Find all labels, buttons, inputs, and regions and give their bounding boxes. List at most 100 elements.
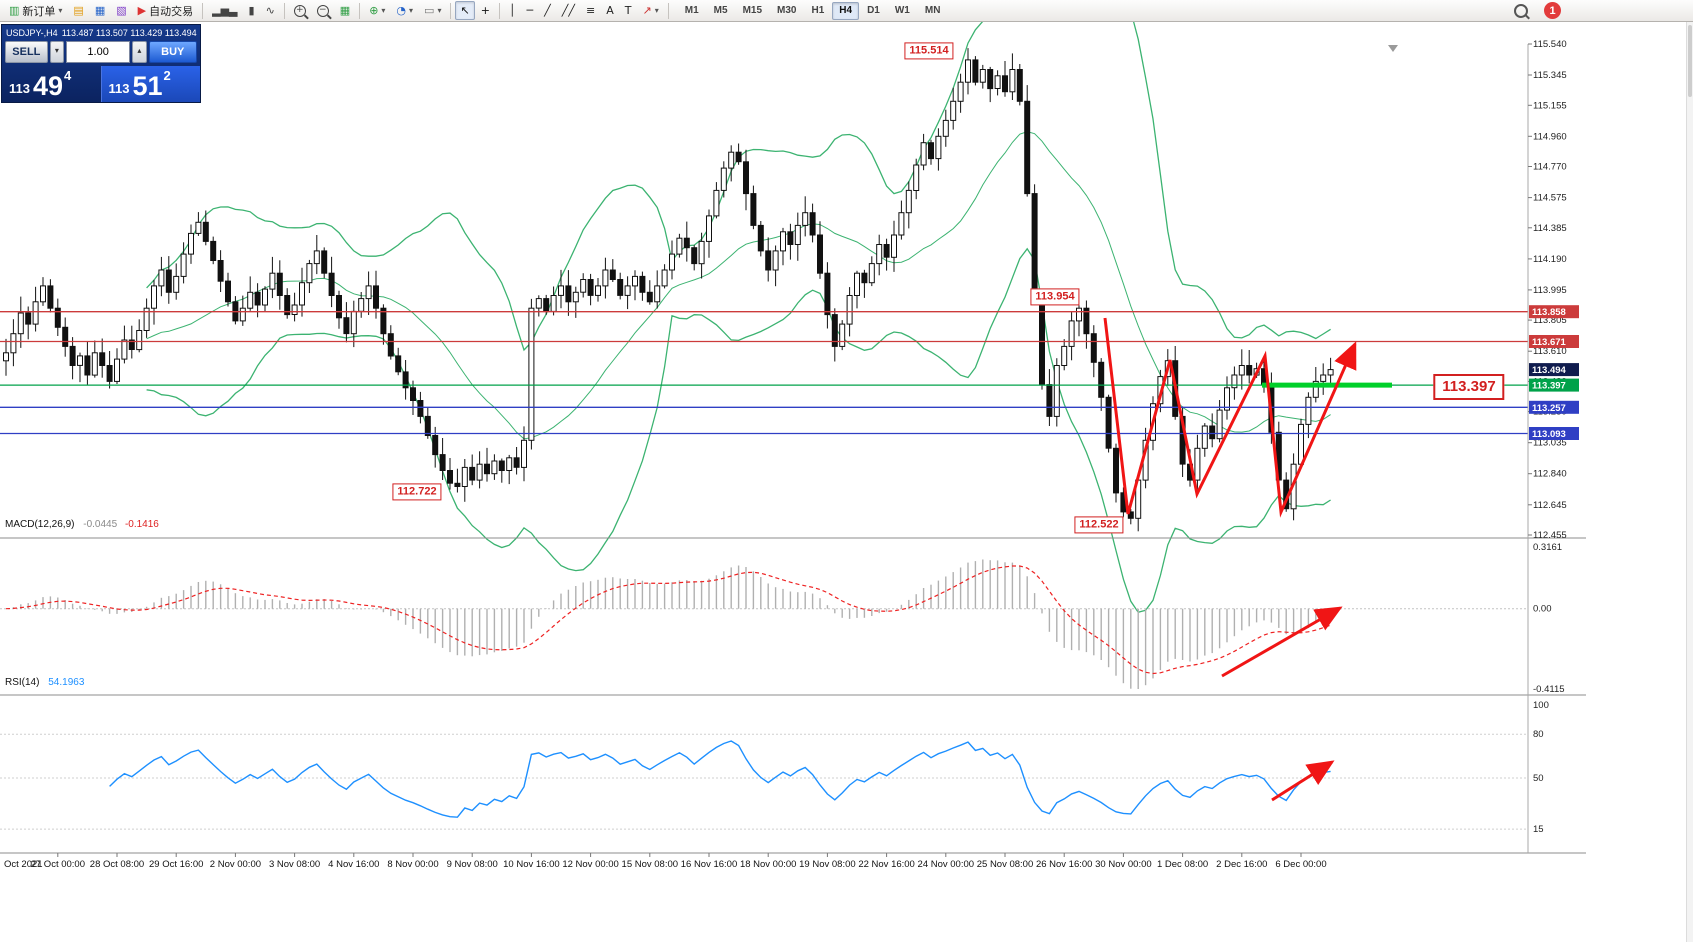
- timeframe-M1-button[interactable]: M1: [678, 2, 706, 20]
- arrow-tools-icon: ↗: [642, 4, 652, 17]
- vertical-scrollbar[interactable]: [1686, 22, 1693, 942]
- svg-text:113.671: 113.671: [1532, 337, 1567, 348]
- scrollbar-thumb[interactable]: [1688, 25, 1692, 97]
- svg-text:113.610: 113.610: [1533, 346, 1567, 357]
- autotrading-button[interactable]: ▶ 自动交易: [133, 1, 198, 20]
- main-toolbar: ▥新订单▾▤▦▧▶自动交易▂▅▃▮∿▦⊕▾◔▾▭▾↖+│─╱╱╱≡AT↗▾ M1…: [0, 0, 1693, 22]
- svg-text:115.345: 115.345: [1533, 70, 1567, 81]
- axis-price-box: [1529, 400, 1579, 414]
- svg-text:8 Nov 00:00: 8 Nov 00:00: [387, 859, 438, 870]
- line-chart-type-button[interactable]: ∿: [261, 1, 280, 20]
- macd-trend-arrow: [1221, 606, 1343, 678]
- svg-text:6 Dec 00:00: 6 Dec 00:00: [1275, 859, 1326, 870]
- timeframe-M15-button[interactable]: M15: [736, 2, 769, 20]
- timeframe-H1-button[interactable]: H1: [804, 2, 831, 20]
- horizontal-line-button[interactable]: ─: [522, 1, 539, 20]
- one-click-trading-panel: USDJPY-,H4 113.487 113.507 113.429 113.49…: [1, 24, 201, 103]
- candlestick-chart-type-button[interactable]: ▮: [244, 1, 260, 20]
- svg-text:2 Dec 16:00: 2 Dec 16:00: [1216, 859, 1267, 870]
- zoom-in-button[interactable]: [289, 1, 311, 20]
- zoom-out-button[interactable]: [312, 1, 334, 20]
- buy-button[interactable]: BUY: [148, 41, 198, 63]
- market-watch-button[interactable]: ▦: [90, 1, 110, 20]
- price-zigzag-arrow: [1103, 317, 1357, 518]
- bid-big-figure: 113: [9, 81, 30, 96]
- chevron-down-icon: ▾: [654, 6, 659, 15]
- notification-badge[interactable]: 1: [1544, 2, 1561, 19]
- vertical-line-button[interactable]: │: [504, 1, 521, 20]
- toolbar-right-group: 1: [1514, 2, 1561, 19]
- svg-text:114.385: 114.385: [1533, 223, 1567, 234]
- text-label-button[interactable]: T: [620, 1, 637, 20]
- new-order-button-label: 新订单: [22, 4, 56, 18]
- svg-text:18 Nov 00:00: 18 Nov 00:00: [740, 859, 797, 870]
- timeframe-MN-button[interactable]: MN: [918, 2, 948, 20]
- fibonacci-icon: ≡: [586, 4, 596, 17]
- bollinger-bands: [146, 22, 1331, 614]
- svg-text:9 Nov 08:00: 9 Nov 08:00: [447, 859, 498, 870]
- price-axis: 115.540 115.345 115.155 114.960 114.770 114.5…: [1527, 39, 1579, 853]
- volume-decrease-button[interactable]: ▾: [49, 41, 65, 63]
- svg-text:112.645: 112.645: [1533, 500, 1567, 511]
- bid-pips: 49: [32, 71, 64, 102]
- text-button[interactable]: A: [601, 1, 619, 20]
- bar-chart-type-button[interactable]: ▂▅▃: [207, 1, 242, 20]
- rsi-value: 54.1963: [48, 677, 85, 688]
- sell-button[interactable]: SELL: [5, 41, 48, 63]
- svg-text:-0.4115: -0.4115: [1533, 684, 1565, 695]
- svg-text:114.575: 114.575: [1533, 193, 1567, 204]
- chart-window: 115.540 115.345 115.155 114.960 114.770 114.5…: [0, 22, 1693, 942]
- timeframe-M5-button[interactable]: M5: [707, 2, 735, 20]
- rsi-axis: 100 80 50 15: [1533, 700, 1549, 835]
- svg-text:22 Nov 16:00: 22 Nov 16:00: [858, 859, 915, 870]
- trendline-button[interactable]: ╱: [539, 1, 556, 20]
- svg-text:Oct 2021: Oct 2021: [4, 859, 43, 870]
- chart-shift-marker: [1388, 45, 1398, 52]
- price-annotation: 112.722: [392, 483, 442, 501]
- volume-increase-button[interactable]: ▴: [132, 41, 147, 63]
- navigator-icon: ▧: [116, 4, 127, 17]
- fibonacci-button[interactable]: ≡: [581, 1, 600, 20]
- channel-button[interactable]: ╱╱: [557, 1, 580, 20]
- timeframe-W1-button[interactable]: W1: [888, 2, 917, 20]
- svg-text:112.455: 112.455: [1533, 530, 1567, 541]
- trend-arrows: [1103, 317, 1357, 802]
- timeframe-H4-button[interactable]: H4: [832, 1, 860, 20]
- timeframe-D1-button[interactable]: D1: [860, 2, 887, 20]
- price-annotation: 113.397: [1433, 374, 1505, 400]
- market-watch-icon: ▦: [94, 4, 106, 17]
- tile-windows-button[interactable]: ▦: [335, 1, 355, 20]
- price-annotation: 112.522: [1074, 516, 1124, 534]
- crosshair-button[interactable]: +: [476, 1, 495, 20]
- macd-signal-line: [5, 565, 1331, 675]
- svg-text:0.00: 0.00: [1533, 604, 1552, 615]
- svg-text:15: 15: [1533, 824, 1544, 835]
- ask-price-display[interactable]: 113 51 2: [100, 66, 200, 102]
- svg-text:114.190: 114.190: [1533, 254, 1567, 265]
- arrow-tools-button[interactable]: ↗ ▾: [638, 1, 664, 20]
- macd-main-value: -0.0445: [83, 519, 118, 530]
- rsi-indicator-label: RSI(14) 54.1963: [5, 677, 84, 688]
- profiles-button[interactable]: ▤: [68, 1, 88, 20]
- svg-text:114.770: 114.770: [1533, 162, 1567, 173]
- new-order-icon: ▥: [9, 4, 20, 17]
- chevron-down-icon: ▾: [381, 6, 386, 15]
- timeframe-M30-button[interactable]: M30: [770, 2, 803, 20]
- navigator-button[interactable]: ▧: [111, 1, 131, 20]
- line-chart-type-icon: ∿: [265, 4, 275, 17]
- templates-button[interactable]: ▭ ▾: [419, 1, 446, 20]
- svg-text:24 Nov 00:00: 24 Nov 00:00: [918, 859, 975, 870]
- svg-text:113.494: 113.494: [1532, 365, 1567, 376]
- bid-price-display[interactable]: 113 49 4: [2, 66, 101, 102]
- volume-input[interactable]: [66, 41, 131, 63]
- cursor-button[interactable]: ↖: [455, 1, 475, 20]
- rsi-trend-arrow: [1271, 760, 1335, 802]
- svg-text:30 Nov 00:00: 30 Nov 00:00: [1095, 859, 1152, 870]
- periods-button[interactable]: ◔ ▾: [391, 1, 418, 20]
- new-order-button[interactable]: ▥ 新订单 ▾: [4, 1, 67, 20]
- chart-title: USDJPY-,H4 113.487 113.507 113.429 113.49…: [2, 25, 200, 40]
- svg-text:113.805: 113.805: [1533, 315, 1567, 326]
- bid-point: 4: [64, 68, 72, 83]
- indicators-button[interactable]: ⊕ ▾: [364, 1, 390, 20]
- search-icon[interactable]: [1514, 3, 1528, 18]
